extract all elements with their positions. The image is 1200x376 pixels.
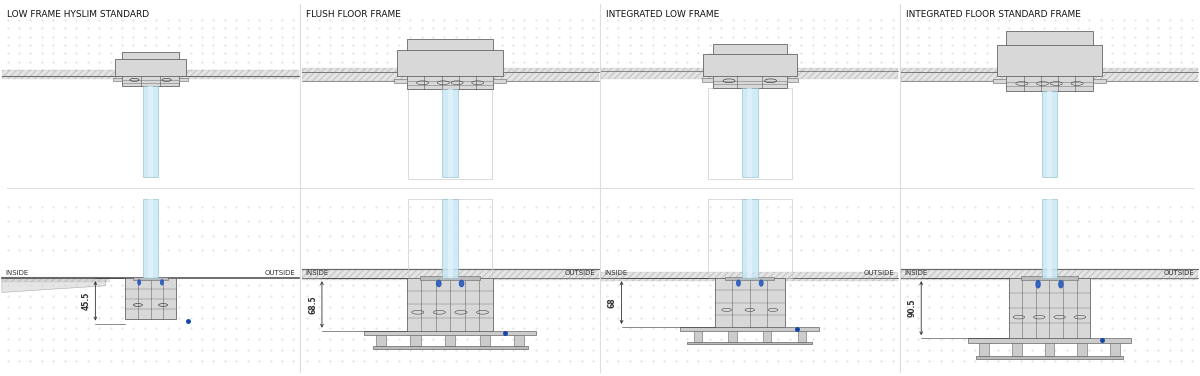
Text: 68.5: 68.5 — [308, 295, 317, 314]
Bar — [143, 199, 158, 278]
Bar — [148, 86, 152, 177]
Bar — [715, 278, 785, 327]
Bar — [448, 89, 452, 177]
Bar — [1007, 31, 1093, 91]
Text: INSIDE: INSIDE — [905, 270, 928, 276]
Bar — [2, 277, 109, 282]
Bar — [708, 199, 792, 278]
Ellipse shape — [737, 280, 740, 286]
Bar — [1048, 91, 1052, 177]
Bar — [713, 44, 787, 88]
Bar — [394, 79, 407, 83]
Bar — [742, 199, 757, 278]
Bar — [601, 68, 899, 79]
Bar — [480, 335, 490, 346]
Bar — [763, 331, 772, 341]
Bar — [1009, 278, 1091, 338]
Ellipse shape — [437, 280, 440, 287]
Bar — [443, 199, 458, 278]
Bar — [997, 44, 1103, 76]
Bar — [979, 343, 989, 356]
Bar — [688, 341, 812, 344]
Ellipse shape — [1036, 280, 1040, 288]
Text: 90.5: 90.5 — [907, 299, 917, 317]
Bar — [703, 54, 797, 76]
Bar — [514, 335, 524, 346]
Bar — [1093, 79, 1105, 83]
Bar — [1012, 343, 1021, 356]
Bar — [179, 78, 188, 81]
Bar — [445, 335, 455, 346]
Bar — [493, 79, 506, 83]
Bar — [301, 269, 599, 280]
Bar — [125, 278, 175, 320]
Bar — [1078, 343, 1087, 356]
Bar — [601, 271, 899, 281]
Text: INTEGRATED LOW FRAME: INTEGRATED LOW FRAME — [606, 10, 719, 19]
Bar — [742, 88, 757, 177]
Text: 45.5: 45.5 — [82, 292, 90, 310]
Bar — [364, 331, 536, 335]
Bar — [113, 78, 121, 81]
Bar — [1110, 343, 1120, 356]
Text: INTEGRATED FLOOR STANDARD FRAME: INTEGRATED FLOOR STANDARD FRAME — [906, 10, 1080, 19]
Bar — [901, 68, 1198, 80]
Text: INSIDE: INSIDE — [305, 270, 329, 276]
Bar — [148, 199, 152, 278]
Text: OUTSIDE: OUTSIDE — [1164, 270, 1194, 276]
Ellipse shape — [138, 280, 140, 285]
Bar — [407, 278, 493, 331]
Bar — [702, 78, 713, 82]
Bar — [1042, 199, 1057, 278]
Bar — [680, 327, 820, 331]
Bar — [976, 356, 1123, 359]
Bar — [1044, 343, 1055, 356]
Text: OUTSIDE: OUTSIDE — [864, 270, 895, 276]
Bar — [410, 335, 421, 346]
Polygon shape — [2, 278, 106, 293]
Bar — [994, 79, 1007, 83]
Bar — [420, 276, 480, 280]
Ellipse shape — [161, 280, 163, 285]
Bar — [397, 50, 503, 76]
Bar — [787, 78, 798, 82]
Bar — [443, 89, 458, 177]
Bar — [798, 331, 806, 341]
Bar — [968, 338, 1130, 343]
Bar — [728, 331, 737, 341]
Bar — [726, 276, 774, 280]
Text: OUTSIDE: OUTSIDE — [564, 270, 595, 276]
Text: OUTSIDE: OUTSIDE — [265, 270, 295, 276]
Bar — [408, 199, 492, 278]
Bar — [372, 346, 528, 349]
Bar — [1042, 91, 1057, 177]
Bar — [748, 199, 752, 278]
Bar — [143, 86, 158, 177]
Bar — [2, 70, 299, 79]
Bar — [121, 52, 179, 86]
Bar — [1021, 276, 1078, 280]
Text: INSIDE: INSIDE — [605, 270, 628, 276]
Text: INSIDE: INSIDE — [6, 270, 29, 276]
Text: FLUSH FLOOR FRAME: FLUSH FLOOR FRAME — [306, 10, 401, 19]
Text: 68: 68 — [607, 297, 617, 308]
Bar — [901, 269, 1198, 280]
Bar — [448, 199, 452, 278]
Bar — [407, 38, 493, 89]
Bar — [376, 335, 386, 346]
Ellipse shape — [760, 280, 763, 286]
Bar — [133, 277, 168, 280]
Bar — [1048, 199, 1052, 278]
Bar — [408, 89, 492, 179]
Bar — [748, 88, 752, 177]
Ellipse shape — [1058, 280, 1063, 288]
Text: LOW FRAME HYSLIM STANDARD: LOW FRAME HYSLIM STANDARD — [7, 10, 149, 19]
Bar — [114, 59, 186, 76]
Bar — [694, 331, 702, 341]
Bar — [301, 68, 599, 80]
Bar — [708, 88, 792, 179]
Ellipse shape — [460, 280, 463, 287]
